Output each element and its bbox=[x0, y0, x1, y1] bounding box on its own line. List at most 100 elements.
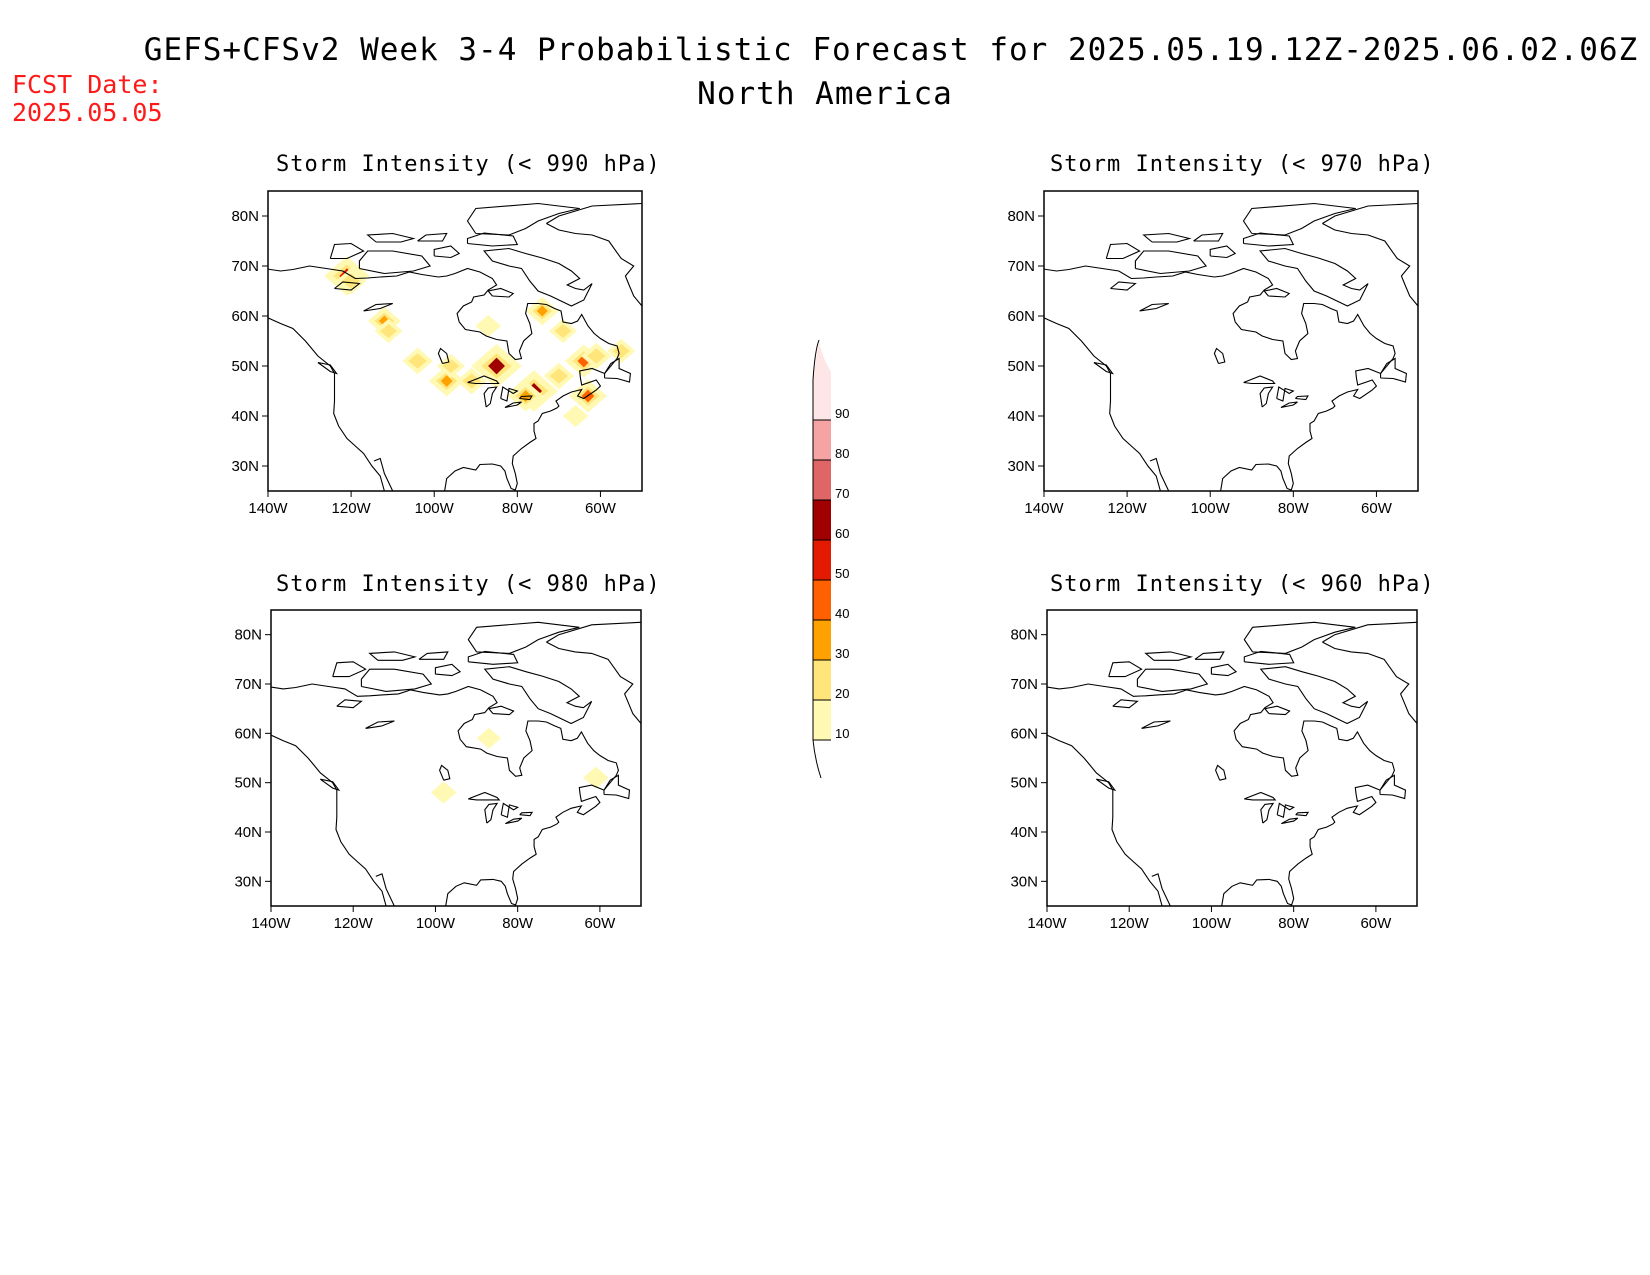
colorbar-segment bbox=[813, 460, 831, 500]
coastline bbox=[483, 666, 593, 725]
coastline bbox=[1242, 202, 1356, 236]
coastline bbox=[1210, 663, 1238, 677]
coastline bbox=[546, 202, 642, 224]
lat-tick-label: 40N bbox=[231, 408, 259, 425]
map-panel-970: 140W 120W 100W 80W 60W 30N 40N 50N 60N 70N 80N bbox=[1007, 190, 1419, 517]
coastline bbox=[373, 457, 394, 491]
lat-tick-label: 40N bbox=[1010, 824, 1038, 841]
lat-tick-label: 50N bbox=[234, 775, 262, 792]
colorbar-segment bbox=[813, 420, 831, 460]
coastline bbox=[1144, 651, 1194, 661]
coastline bbox=[368, 651, 418, 661]
colorbar-label: 80 bbox=[835, 446, 849, 461]
coastline bbox=[271, 683, 619, 906]
lon-tick-label: 140W bbox=[248, 500, 288, 517]
lon-tick-label: 100W bbox=[1192, 915, 1232, 932]
coastline bbox=[1095, 778, 1117, 792]
coastline bbox=[319, 778, 341, 792]
lon-tick-label: 100W bbox=[415, 500, 455, 517]
colorbar-segment bbox=[813, 700, 831, 740]
coastline bbox=[1193, 232, 1224, 242]
coastline bbox=[1243, 650, 1295, 665]
lat-tick-label: 80N bbox=[231, 208, 259, 225]
prob-area bbox=[587, 348, 606, 364]
coastline bbox=[375, 873, 395, 906]
lon-tick-label: 140W bbox=[1027, 915, 1067, 932]
fcst-date-value: 2025.05.05 bbox=[12, 98, 163, 127]
coastline bbox=[1151, 873, 1171, 906]
coastline bbox=[1259, 666, 1369, 725]
coastline bbox=[358, 250, 432, 275]
prob-area bbox=[554, 324, 572, 338]
coastline bbox=[1134, 250, 1208, 275]
map-frame bbox=[1043, 190, 1419, 492]
coastline bbox=[1260, 802, 1275, 824]
coastline bbox=[363, 302, 393, 312]
coastline bbox=[500, 802, 520, 818]
panel-title-970: Storm Intensity (< 970 hPa) bbox=[1050, 152, 1435, 177]
colorbar-segment bbox=[813, 660, 831, 700]
lat-tick-label: 80N bbox=[234, 627, 262, 644]
colorbar-segment bbox=[813, 620, 831, 660]
coastline bbox=[519, 811, 534, 817]
prob-area bbox=[476, 727, 501, 749]
colorbar-top-cap bbox=[813, 340, 831, 380]
coastline bbox=[271, 734, 387, 906]
coastline bbox=[504, 401, 522, 409]
colorbar-segment bbox=[813, 540, 831, 580]
lon-tick-label: 60W bbox=[1361, 500, 1393, 517]
lon-tick-label: 120W bbox=[334, 915, 374, 932]
coastline bbox=[1276, 386, 1295, 402]
lon-tick-label: 80W bbox=[502, 500, 534, 517]
panel-title-990: Storm Intensity (< 990 hPa) bbox=[276, 152, 661, 177]
colorbar-label: 40 bbox=[835, 606, 849, 621]
lon-tick-label: 140W bbox=[251, 915, 291, 932]
coastline bbox=[329, 242, 365, 260]
prob-area bbox=[408, 353, 427, 369]
colorbar-label: 50 bbox=[835, 566, 849, 581]
coastline bbox=[1322, 223, 1418, 307]
colorbar-label: 10 bbox=[835, 726, 849, 741]
coastline bbox=[604, 357, 631, 383]
coastline bbox=[1259, 247, 1369, 307]
coastline bbox=[1209, 245, 1237, 259]
coastline bbox=[483, 247, 593, 307]
colorbar: 10 20 30 40 50 60 70 80 90 bbox=[812, 339, 849, 779]
lat-tick-label: 50N bbox=[1010, 775, 1038, 792]
map-panel-980: 140W 120W 100W 80W 60W 30N 40N 50N 60N 70N 80N bbox=[234, 609, 642, 932]
colorbar-label: 60 bbox=[835, 526, 849, 541]
coastline bbox=[1047, 734, 1163, 906]
lat-tick-label: 70N bbox=[1010, 676, 1038, 693]
panel-title-980: Storm Intensity (< 980 hPa) bbox=[276, 572, 661, 597]
lat-tick-label: 70N bbox=[234, 676, 262, 693]
prob-area bbox=[549, 368, 569, 384]
coastline bbox=[603, 774, 631, 800]
coastline bbox=[334, 281, 361, 291]
coastline bbox=[1213, 347, 1226, 365]
coastline bbox=[1322, 621, 1417, 643]
coastline bbox=[437, 347, 450, 365]
lat-tick-label: 30N bbox=[1007, 458, 1035, 475]
lat-tick-label: 40N bbox=[1007, 408, 1035, 425]
coastline bbox=[1244, 791, 1277, 801]
coastline bbox=[1044, 265, 1396, 491]
coastline bbox=[1108, 661, 1143, 678]
coastline bbox=[1322, 202, 1418, 224]
coastline bbox=[1276, 802, 1296, 818]
colorbar-segment bbox=[813, 380, 831, 420]
lat-tick-label: 50N bbox=[1007, 358, 1035, 375]
coastline bbox=[360, 668, 433, 692]
map-frame bbox=[1046, 609, 1418, 907]
coastline bbox=[468, 791, 501, 801]
lat-tick-label: 30N bbox=[231, 458, 259, 475]
coastline bbox=[1149, 457, 1170, 491]
coastline bbox=[1142, 232, 1192, 243]
lat-tick-label: 50N bbox=[231, 358, 259, 375]
coastline bbox=[1047, 683, 1395, 906]
coastline bbox=[1243, 621, 1356, 654]
lat-tick-label: 80N bbox=[1007, 208, 1035, 225]
coastline bbox=[487, 705, 515, 716]
lat-tick-label: 30N bbox=[234, 873, 262, 890]
coastline bbox=[467, 375, 500, 385]
lon-tick-label: 80W bbox=[502, 915, 534, 932]
